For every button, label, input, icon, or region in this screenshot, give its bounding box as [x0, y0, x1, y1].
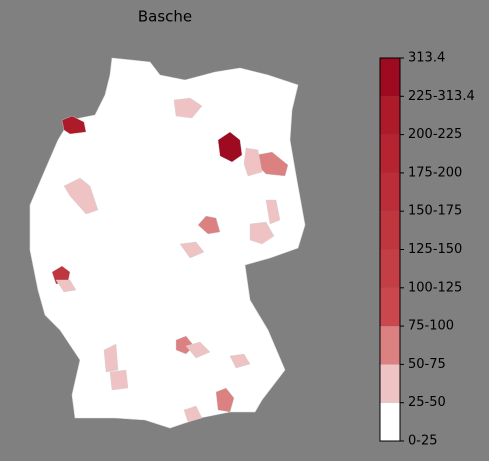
colorbar-segment	[380, 172, 400, 212]
colorbar-segment	[380, 249, 400, 288]
colorbar-segment	[380, 211, 400, 250]
region	[173, 97, 203, 119]
region	[215, 387, 235, 413]
colorbar-label: 50-75	[408, 357, 446, 372]
colorbar-label: 0-25	[408, 434, 438, 449]
region	[109, 369, 129, 391]
colorbar-label: 200-225	[408, 127, 462, 142]
colorbar-segment	[380, 402, 400, 441]
colorbar-label: 225-313.4	[408, 89, 475, 104]
colorbar-label: 100-125	[408, 280, 462, 295]
colorbar-label: 175-200	[408, 165, 462, 180]
region	[243, 147, 263, 177]
colorbar-label: 75-100	[408, 319, 454, 334]
colorbar-segment	[380, 134, 400, 173]
colorbar: 0-25 25-50 50-75 75-100 100-125 125-150 150-17…	[379, 51, 475, 449]
colorbar-label: 125-150	[408, 242, 462, 257]
colorbar-segment	[380, 58, 400, 97]
region	[179, 241, 205, 259]
colorbar-segment	[380, 364, 400, 403]
region	[265, 199, 281, 225]
map-title: Basche	[138, 8, 192, 26]
map	[29, 57, 306, 429]
region	[249, 221, 275, 245]
region	[229, 353, 251, 369]
colorbar-segment	[380, 326, 400, 365]
region	[61, 115, 87, 135]
region	[185, 341, 211, 359]
colorbar-label: 25-50	[408, 395, 446, 410]
region	[197, 215, 221, 235]
region	[103, 343, 119, 373]
colorbar-segment	[380, 287, 400, 327]
region	[55, 279, 77, 293]
region	[183, 405, 203, 423]
colorbar-label: 313.4	[408, 51, 445, 66]
region	[63, 177, 99, 215]
colorbar-label: 150-175	[408, 204, 462, 219]
region	[217, 131, 243, 163]
colorbar-segment	[380, 96, 400, 135]
region	[51, 265, 71, 285]
